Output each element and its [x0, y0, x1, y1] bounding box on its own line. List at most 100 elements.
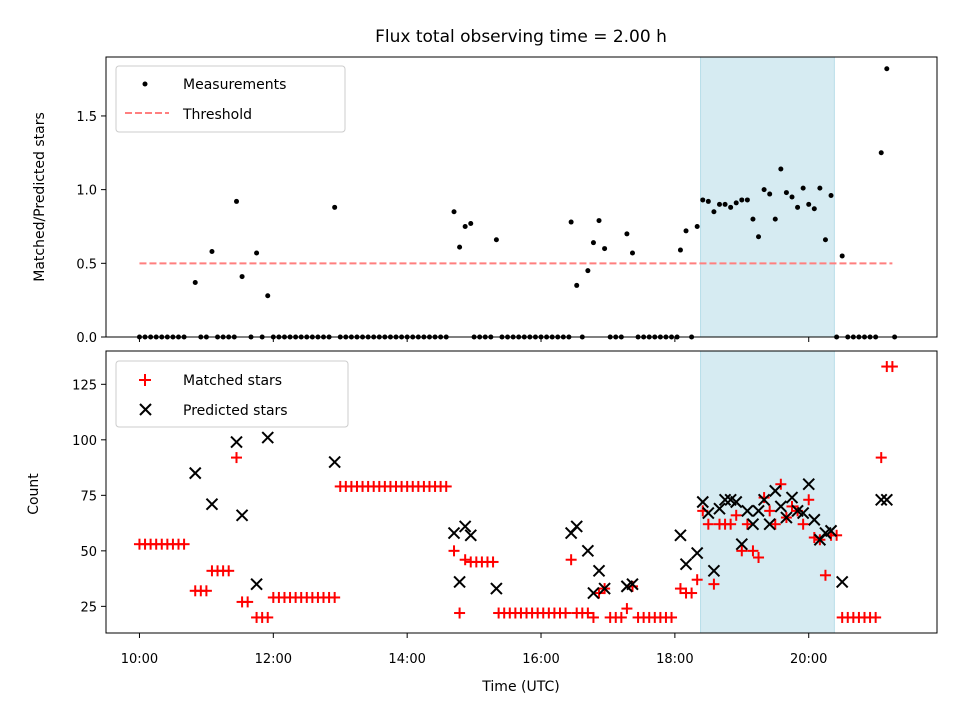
ytick-label: 50	[80, 545, 97, 560]
bottom-legend: Matched stars Predicted stars	[115, 360, 349, 428]
matched-star-point	[730, 509, 742, 521]
legend-matched-label: Matched stars	[183, 373, 282, 389]
measurement-point	[722, 201, 728, 207]
predicted-star-point	[785, 491, 799, 504]
predicted-star-point	[880, 493, 894, 506]
matched-star-point	[565, 554, 577, 566]
ytick-label: 1.0	[76, 184, 97, 199]
measurement-point	[778, 166, 784, 172]
matched-star-point	[875, 452, 887, 464]
measurement-point	[596, 218, 602, 224]
measurement-point	[756, 234, 762, 240]
predicted-star-point	[730, 495, 743, 509]
measurement-point	[209, 249, 215, 255]
predicted-star-point	[230, 435, 243, 449]
measurement-point	[811, 206, 817, 212]
ytick-label: 0.0	[76, 331, 97, 346]
bottom-matched-layer	[133, 361, 898, 623]
predicted-star-point	[189, 466, 202, 480]
matched-star-point	[753, 552, 765, 564]
xtick-label: 10:00	[121, 652, 158, 667]
predicted-star-point	[780, 511, 793, 524]
predicted-star-point	[769, 484, 782, 498]
measurement-point	[694, 223, 700, 229]
matched-star-point	[582, 607, 594, 619]
matched-star-point	[691, 574, 703, 586]
matched-star-point	[454, 607, 466, 619]
matched-star-point	[702, 518, 714, 530]
matched-star-point	[666, 611, 678, 623]
matched-star-point	[870, 611, 882, 623]
measurement-point	[761, 187, 767, 193]
matched-star-point	[459, 554, 471, 566]
legend-threshold-label: Threshold	[182, 107, 252, 123]
measurement-point	[590, 240, 596, 246]
measurement-point	[462, 223, 468, 229]
measurement-point	[624, 231, 630, 237]
measurement-point	[234, 198, 240, 204]
matched-star-point	[674, 583, 686, 595]
predicted-star-point	[752, 504, 765, 518]
measurement-point	[705, 198, 711, 204]
predicted-star-point	[875, 493, 888, 506]
ytick-label: 1.5	[76, 110, 97, 125]
predicted-star-point	[453, 575, 466, 589]
predicted-star-point	[746, 517, 760, 531]
bottom-xlabel: Time (UTC)	[481, 679, 559, 695]
measurement-point	[750, 216, 756, 222]
measurement-point	[711, 209, 717, 215]
chart-title: Flux total observing time = 2.00 h	[375, 27, 667, 47]
predicted-star-point	[674, 529, 687, 542]
matched-star-point	[736, 545, 748, 557]
matched-star-point	[758, 492, 770, 504]
measurement-point	[733, 200, 739, 206]
top-panel: 0.0 0.5 1.0 1.5 Matched/Predicted stars Mea…	[32, 56, 938, 346]
bottom-legend-box	[115, 360, 349, 428]
measurement-point	[739, 197, 745, 203]
predicted-star-point	[328, 455, 341, 469]
predicted-star-point	[626, 577, 639, 591]
predicted-star-point	[835, 575, 849, 589]
measurement-point	[265, 293, 271, 299]
predicted-star-point	[570, 520, 583, 533]
matched-star-point	[178, 538, 190, 550]
matched-star-point	[223, 565, 235, 577]
measurement-point	[677, 247, 683, 253]
matched-star-point	[231, 452, 243, 464]
matched-star-point	[587, 611, 599, 623]
predicted-star-point	[690, 546, 704, 560]
measurement-point	[700, 197, 706, 203]
measurement-point	[884, 66, 890, 72]
measurement-point	[239, 274, 245, 280]
measurement-point	[192, 279, 198, 285]
predicted-star-point	[587, 586, 600, 600]
bottom-ylabel: Count	[26, 473, 42, 515]
predicted-star-point	[808, 513, 821, 526]
measurement-point	[568, 219, 574, 225]
matched-star-point	[448, 545, 460, 557]
measurement-point	[767, 191, 773, 197]
top-yticks: 0.0 0.5 1.0 1.5	[76, 110, 106, 346]
matched-star-point	[487, 556, 499, 568]
matched-star-point	[725, 518, 737, 530]
predicted-star-point	[250, 577, 263, 591]
measurement-point	[602, 246, 608, 252]
measurement-point	[800, 185, 806, 191]
predicted-star-point	[458, 520, 472, 533]
matched-star-point	[741, 518, 753, 530]
bottom-predicted-layer	[189, 431, 894, 600]
xtick-label: 16:00	[522, 652, 559, 667]
top-legend: Measurements Threshold	[115, 65, 346, 133]
predicted-star-point	[261, 431, 274, 444]
measurement-point	[822, 237, 828, 243]
measurement-point	[839, 253, 845, 259]
measurement-point	[629, 250, 635, 256]
legend-measurements-marker	[142, 81, 148, 87]
predicted-star-point	[718, 493, 732, 506]
ytick-label: 125	[72, 378, 97, 393]
top-xticks	[138, 337, 810, 342]
measurement-point	[574, 282, 580, 288]
matched-star-point	[764, 505, 776, 517]
ytick-label: 100	[72, 434, 97, 449]
predicted-star-point	[581, 544, 595, 558]
